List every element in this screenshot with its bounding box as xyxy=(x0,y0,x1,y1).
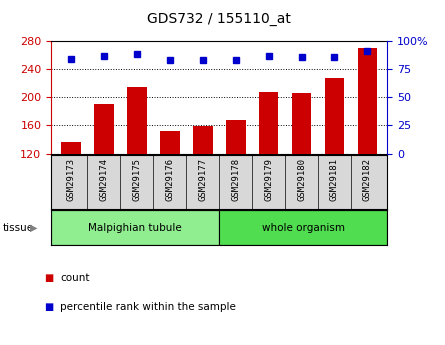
Text: GSM29176: GSM29176 xyxy=(165,158,174,201)
Bar xyxy=(291,93,312,154)
Bar xyxy=(160,131,180,154)
Text: GSM29182: GSM29182 xyxy=(363,158,372,201)
Text: ■: ■ xyxy=(44,273,54,283)
Text: GSM29180: GSM29180 xyxy=(297,158,306,201)
Bar xyxy=(61,141,81,154)
Text: GSM29173: GSM29173 xyxy=(66,158,76,201)
Text: Malpighian tubule: Malpighian tubule xyxy=(88,223,182,233)
Text: GSM29181: GSM29181 xyxy=(330,158,339,201)
Bar xyxy=(259,92,279,154)
Text: ▶: ▶ xyxy=(30,223,38,233)
Text: GSM29177: GSM29177 xyxy=(198,158,207,201)
Bar xyxy=(324,78,344,154)
Text: GSM29175: GSM29175 xyxy=(132,158,142,201)
Text: whole organism: whole organism xyxy=(262,223,345,233)
Bar xyxy=(127,87,147,154)
Text: ■: ■ xyxy=(44,302,54,312)
Text: GDS732 / 155110_at: GDS732 / 155110_at xyxy=(147,12,291,26)
Text: count: count xyxy=(60,273,89,283)
Bar xyxy=(226,120,246,154)
Text: percentile rank within the sample: percentile rank within the sample xyxy=(60,302,236,312)
Text: GSM29174: GSM29174 xyxy=(99,158,109,201)
Bar xyxy=(357,48,377,154)
Bar xyxy=(219,210,387,245)
Text: GSM29178: GSM29178 xyxy=(231,158,240,201)
Bar xyxy=(94,104,114,154)
Text: GSM29179: GSM29179 xyxy=(264,158,273,201)
Bar xyxy=(193,126,213,154)
Bar xyxy=(51,210,219,245)
Text: tissue: tissue xyxy=(2,223,33,233)
